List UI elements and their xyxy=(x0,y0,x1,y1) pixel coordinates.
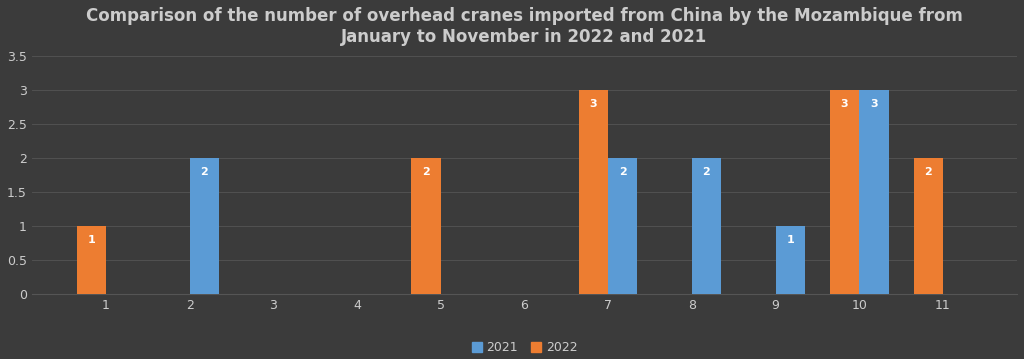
Text: 2: 2 xyxy=(201,167,208,177)
Bar xyxy=(692,158,721,294)
Legend: 2021, 2022: 2021, 2022 xyxy=(467,336,583,359)
Text: 2: 2 xyxy=(618,167,627,177)
Text: 1: 1 xyxy=(786,235,794,245)
Text: 3: 3 xyxy=(590,99,597,109)
Title: Comparison of the number of overhead cranes imported from China by the Mozambiqu: Comparison of the number of overhead cra… xyxy=(86,7,963,46)
Text: 2: 2 xyxy=(422,167,430,177)
Bar xyxy=(189,158,219,294)
Bar xyxy=(859,90,889,294)
Text: 3: 3 xyxy=(870,99,878,109)
Bar xyxy=(579,90,608,294)
Bar xyxy=(77,226,105,294)
Bar xyxy=(913,158,943,294)
Text: 1: 1 xyxy=(87,235,95,245)
Bar xyxy=(775,226,805,294)
Text: 3: 3 xyxy=(841,99,849,109)
Bar xyxy=(830,90,859,294)
Bar xyxy=(412,158,440,294)
Text: 2: 2 xyxy=(702,167,711,177)
Bar xyxy=(608,158,637,294)
Text: 2: 2 xyxy=(925,167,932,177)
